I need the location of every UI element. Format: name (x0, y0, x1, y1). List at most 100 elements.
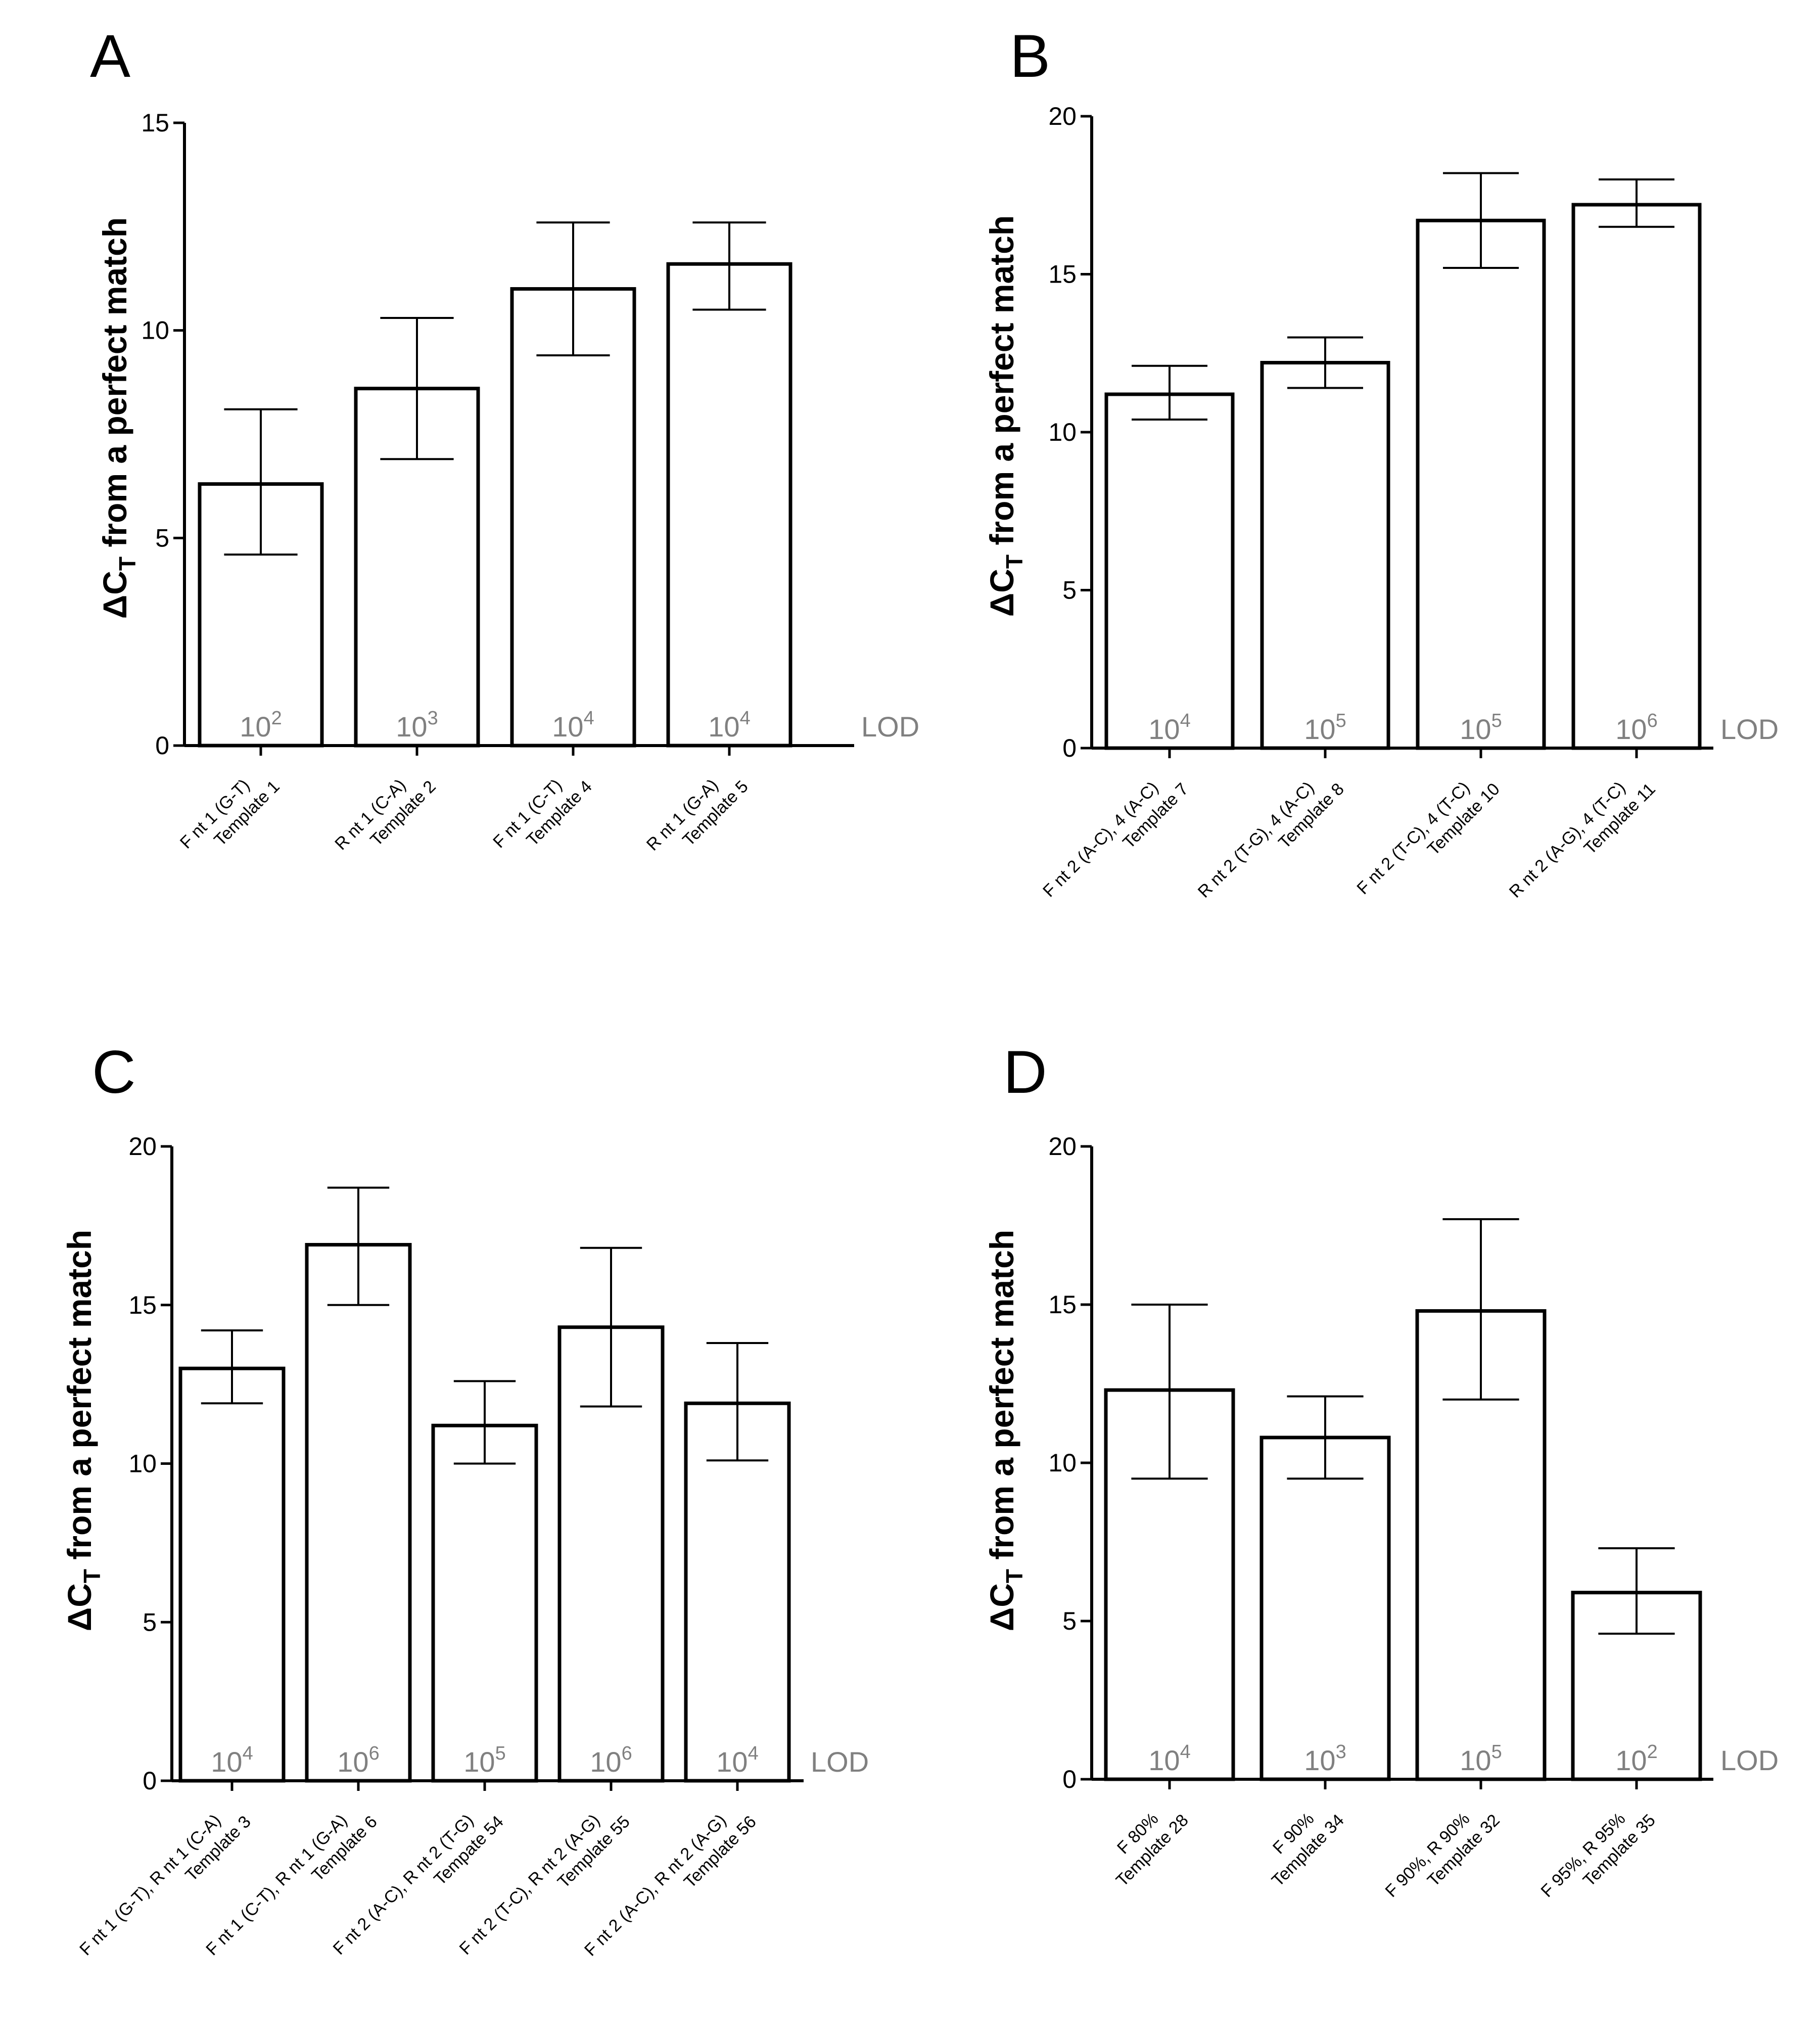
panel-letter-a: A (90, 22, 130, 90)
category-label-b: F nt 2 (T-C), 4 (T-C)Template 10 (1353, 764, 1503, 914)
bar-d (1259, 1436, 1391, 1781)
y-tick-label-b: 10 (1048, 418, 1077, 446)
bar-b (1260, 361, 1390, 750)
bar-c (305, 1243, 412, 1783)
y-tick-label-a: 0 (155, 731, 169, 760)
y-tick-label-c: 0 (143, 1767, 157, 1795)
category-label-d: F 95%, R 95%Template 35 (1537, 1795, 1659, 1917)
lod-exponent: 5 (495, 1743, 506, 1764)
y-tick-label-d: 5 (1062, 1607, 1077, 1635)
lod-base: 10 (708, 711, 739, 743)
bar-b (1104, 392, 1235, 750)
y-axis-label-d: ΔCT from a perfect match (983, 1230, 1028, 1631)
lod-value-b: 105 (1460, 710, 1502, 745)
y-tick-label-b: 5 (1062, 576, 1077, 605)
lod-base: 10 (552, 711, 583, 743)
panel-letter-b: B (1010, 22, 1050, 90)
lod-value-c: 106 (337, 1743, 379, 1778)
y-tick-label-b: 0 (1062, 734, 1077, 762)
y-tick-label-c: 10 (128, 1450, 157, 1478)
bar-c (178, 1366, 286, 1783)
lod-value-d: 103 (1304, 1741, 1346, 1776)
lod-exponent: 4 (1180, 710, 1191, 731)
lod-exponent: 4 (243, 1743, 253, 1764)
category-label-a: F nt 1 (C-T)Template 4 (489, 761, 595, 867)
lod-value-d: 104 (1148, 1741, 1190, 1776)
bar-a (666, 262, 792, 748)
y-tick-label-a: 15 (141, 109, 169, 137)
category-label-b: R nt 2 (A-G), 4 (T-C)Template 11 (1506, 764, 1659, 917)
lod-value-c: 104 (211, 1743, 253, 1778)
lod-exponent: 2 (1647, 1741, 1658, 1763)
lod-base: 10 (1304, 713, 1335, 745)
panel-letter-c: C (92, 1038, 136, 1106)
lod-value-c: 105 (463, 1743, 505, 1778)
lod-value-d: 105 (1460, 1741, 1502, 1776)
lod-label-c: LOD (811, 1746, 869, 1778)
lod-value-b: 104 (1148, 710, 1190, 745)
lod-exponent: 4 (584, 708, 594, 729)
y-tick-label-a: 10 (141, 316, 169, 345)
lod-base: 10 (396, 711, 427, 743)
category-label-c: F nt 1 (C-T), R nt 1 (G-A)Template 6 (202, 1796, 381, 1975)
y-tick-label-d: 15 (1048, 1290, 1077, 1319)
y-axis-label-c: ΔCT from a perfect match (61, 1230, 105, 1631)
y-tick-label-d: 20 (1048, 1132, 1077, 1161)
y-axis-label-a: ΔCT from a perfect match (96, 217, 141, 619)
lod-base: 10 (590, 1746, 621, 1778)
category-label-b: F nt 2 (A-C), 4 (A-C)Template 7 (1039, 764, 1192, 917)
lod-value-a: 104 (708, 708, 750, 743)
lod-base: 10 (1148, 1744, 1180, 1776)
lod-label-a: LOD (861, 711, 919, 743)
lod-exponent: 4 (740, 708, 751, 729)
category-primer: F nt 1 (G-T), R nt 1 (C-A) (76, 1811, 224, 1959)
lod-exponent: 4 (1180, 1741, 1191, 1763)
panel-letter-d: D (1003, 1038, 1047, 1106)
lod-value-c: 106 (590, 1743, 632, 1778)
lod-exponent: 3 (428, 708, 438, 729)
lod-value-a: 103 (396, 708, 438, 743)
y-tick-label-c: 15 (128, 1291, 157, 1319)
category-label-a: F nt 1 (G-T)Template 1 (176, 761, 284, 868)
lod-base: 10 (1460, 1744, 1491, 1776)
y-tick-label-a: 5 (155, 524, 169, 552)
lod-base: 10 (716, 1746, 748, 1778)
lod-exponent: 5 (1491, 1741, 1502, 1763)
lod-exponent: 5 (1491, 710, 1502, 731)
lod-base: 10 (240, 711, 271, 743)
lod-value-b: 106 (1615, 710, 1657, 745)
y-tick-label-c: 20 (128, 1132, 157, 1161)
lod-exponent: 6 (622, 1743, 632, 1764)
lod-exponent: 5 (1336, 710, 1346, 731)
lod-exponent: 2 (271, 708, 282, 729)
lod-value-b: 105 (1304, 710, 1346, 745)
lod-base: 10 (463, 1746, 495, 1778)
category-label-d: F 90%Template 34 (1252, 1795, 1348, 1890)
lod-base: 10 (211, 1746, 242, 1778)
panel-c: C ΔCT from a perfect match 05101520104F … (61, 1038, 869, 1975)
lod-base: 10 (1615, 1744, 1647, 1776)
y-tick-label-b: 15 (1048, 260, 1077, 289)
lod-base: 10 (337, 1746, 368, 1778)
bar-b (1571, 203, 1702, 750)
lod-base: 10 (1148, 713, 1180, 745)
y-tick-label-c: 5 (143, 1608, 157, 1636)
category-label-a: R nt 1 (C-A)Template 2 (331, 761, 440, 870)
lod-label-d: LOD (1720, 1744, 1779, 1776)
category-label-c: F nt 1 (G-T), R nt 1 (C-A)Template 3 (76, 1796, 254, 1975)
bar-c (431, 1423, 538, 1783)
lod-label-b: LOD (1720, 713, 1779, 745)
category-label-b: R nt 2 (T-G), 4 (A-C)Template 8 (1194, 764, 1348, 917)
panel-d: D ΔCT from a perfect match 05101520104F … (983, 1038, 1779, 1917)
lod-base: 10 (1460, 713, 1491, 745)
lod-exponent: 6 (369, 1743, 380, 1764)
panel-b: B ΔCT from a perfect match 05101520104F … (983, 22, 1779, 917)
bar-b (1416, 218, 1546, 750)
lod-base: 10 (1615, 713, 1647, 745)
lod-value-c: 104 (716, 1743, 758, 1778)
lod-exponent: 3 (1336, 1741, 1346, 1763)
lod-value-d: 102 (1615, 1741, 1657, 1776)
lod-base: 10 (1304, 1744, 1335, 1776)
